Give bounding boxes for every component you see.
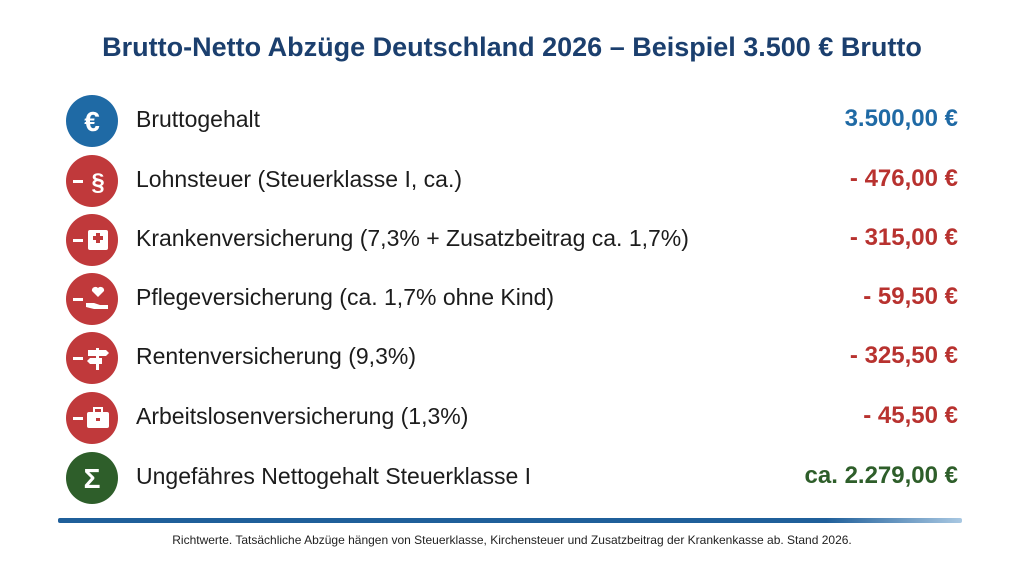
row: Σ Ungefähres Nettogehalt Steuerklasse I … [0,450,1024,506]
footnote: Richtwerte. Tatsächliche Abzüge hängen v… [172,533,852,547]
amount: ca. 2.279,00 € [804,462,958,489]
amount: 3.500,00 € [844,105,958,132]
divider [58,518,962,523]
label: Lohnsteuer (Steuerklasse I, ca.) [136,166,462,192]
title: Brutto-Netto Abzüge Deutschland 2026 – B… [102,32,922,62]
row: Krankenversicherung (7,3% + Zusatzbeitra… [0,212,1024,268]
icon [66,392,118,444]
label: Ungefähres Nettogehalt Steuerklasse I [136,463,532,489]
amount: - 325,50 € [849,342,958,369]
row: Arbeitslosenversicherung (1,3%) - 45,50 … [0,390,1024,446]
row: € Bruttogehalt 3.500,00 € [0,93,1024,149]
row: Pflegeversicherung (ca. 1,7% ohne Kind) … [0,271,1024,327]
label: Krankenversicherung (7,3% + Zusatzbeitra… [136,225,689,251]
icon: € [66,95,118,147]
icon [66,332,118,384]
label: Rentenversicherung (9,3%) [136,343,416,369]
label: Arbeitslosenversicherung (1,3%) [136,403,469,429]
icon [66,214,118,266]
icon: § [66,155,118,207]
label: Bruttogehalt [136,106,261,132]
amount: - 476,00 € [849,165,958,192]
amount: - 45,50 € [863,402,958,429]
icon-symbol: § [91,169,104,196]
icon: Σ [66,452,118,504]
row: § Lohnsteuer (Steuerklasse I, ca.) - 476… [0,153,1024,209]
icon-symbol: Σ [84,463,101,494]
icon-symbol: € [84,106,100,137]
row: Rentenversicherung (9,3%) - 325,50 € [0,330,1024,386]
amount: - 59,50 € [863,283,958,310]
amount: - 315,00 € [849,224,958,251]
icon [66,273,118,325]
label: Pflegeversicherung (ca. 1,7% ohne Kind) [136,284,555,310]
